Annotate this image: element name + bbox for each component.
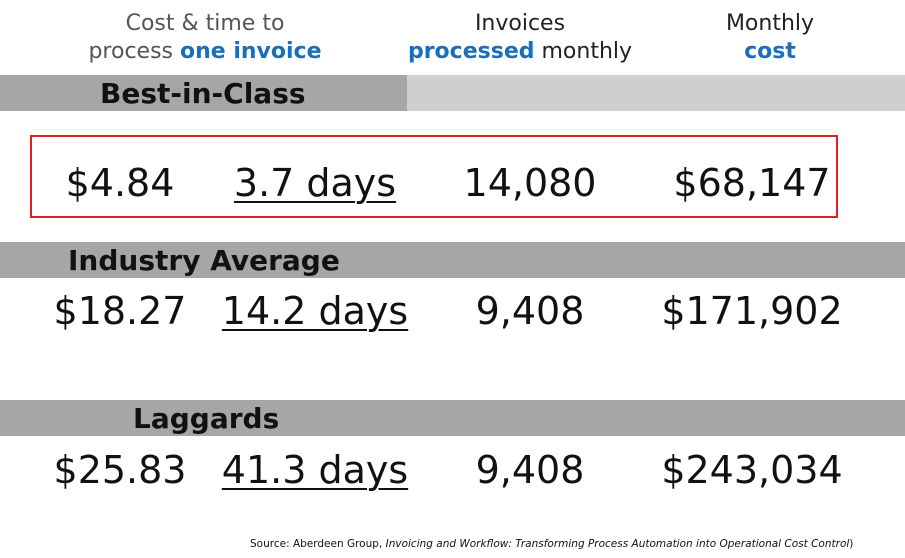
source: Source: Aberdeen Group, Invoicing and Wo… [250,538,853,550]
highlight-box [30,135,838,218]
source-text: Source: Aberdeen Group, [250,538,383,550]
header-text: Invoices [474,11,566,36]
cell-days: 41.3 days [221,448,409,492]
row-label: Best-in-Class [100,77,306,110]
row-band [0,242,905,278]
cell-days: 3.7 days [233,161,397,205]
header-col-3: Monthly cost [680,10,860,66]
cell-value: $68,147 [673,161,831,205]
header-highlight: cost [744,39,796,64]
cell-value: $18.27 [53,289,187,333]
header-highlight: one invoice [180,39,322,64]
cell-value: 14,080 [463,161,597,205]
cell-value: $4.84 [65,161,175,205]
row-label: Industry Average [68,244,340,277]
header-col-2: Invoices processed monthly [390,10,650,66]
row-band [0,400,905,436]
source-text: ) [849,538,854,550]
header-text: Cost & time to [125,11,285,36]
header-text: monthly [541,39,633,64]
row-label: Laggards [133,402,280,435]
cell-value: $243,034 [661,448,843,492]
cell-value: $171,902 [661,289,843,333]
source-title: Invoicing and Workflow: Transforming Pro… [385,538,850,550]
header-text: Monthly [725,11,815,36]
cell-days: 14.2 days [221,289,409,333]
row-band [407,75,905,111]
header-text: process [88,39,173,64]
header-col-1: Cost & time to process one invoice [60,10,350,66]
cell-value: 9,408 [475,448,585,492]
row-band [0,75,407,111]
header-highlight: processed [407,39,535,64]
cell-value: 9,408 [475,289,585,333]
cell-value: $25.83 [53,448,187,492]
